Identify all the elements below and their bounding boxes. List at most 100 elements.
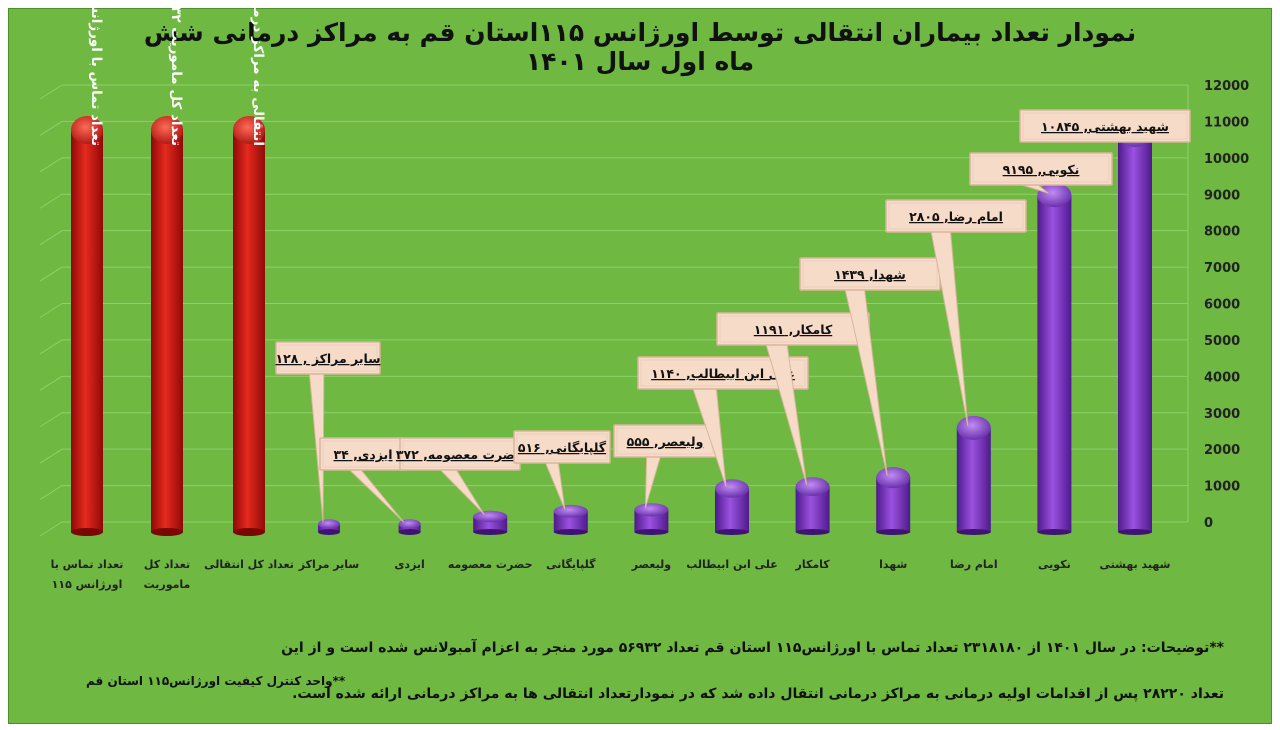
bar-cap — [715, 479, 749, 498]
callout-pointer — [930, 229, 969, 426]
bar-base — [151, 528, 183, 536]
x-tick-label: ماموریت — [144, 578, 191, 591]
bar-summary — [151, 130, 183, 532]
gridline-perspective — [39, 485, 63, 501]
gridline-perspective — [39, 339, 63, 355]
bar-base — [715, 529, 749, 535]
gridline-perspective — [39, 84, 63, 100]
bar-text: انتقالی به مراکز درمانی ۲۸۲۲۰ — [250, 0, 266, 146]
bar-cap — [634, 503, 669, 517]
callout-label: شهید بهشتی, ۱۰۸۴۵ — [1041, 119, 1169, 134]
x-tick-label: شهدا — [879, 558, 907, 571]
bar-cap — [1037, 183, 1072, 208]
x-tick-label: امام رضا — [950, 558, 998, 571]
y-tick-label: 5000 — [1204, 334, 1240, 349]
y-tick-label: 10000 — [1204, 152, 1249, 167]
y-tick-label: 3000 — [1204, 407, 1240, 422]
callout-pointer — [844, 287, 888, 476]
gridline-perspective — [39, 521, 63, 537]
callout-pointer — [644, 454, 662, 508]
callout-label: سایر مراکز , ۱۲۸ — [276, 351, 381, 366]
gridline-perspective — [39, 448, 63, 464]
gridline-perspective — [39, 193, 63, 209]
bar-cap — [233, 116, 265, 144]
gridline-perspective — [39, 412, 63, 428]
x-tick-label: تعداد تماس با — [51, 558, 124, 571]
x-tick-label: کامکار — [794, 558, 830, 571]
x-tick-label: علی ابن ابیطالب — [686, 558, 778, 571]
y-tick-label: 2000 — [1204, 443, 1240, 458]
y-tick-label: 0 — [1204, 516, 1213, 531]
y-tick-label: 8000 — [1204, 225, 1240, 240]
callout-inner — [888, 202, 1024, 230]
callout-inner — [1022, 112, 1188, 140]
bar-base — [795, 529, 830, 535]
callout-label: ایزدی, ۳۴ — [334, 447, 393, 462]
y-tick-label: 9000 — [1204, 188, 1240, 203]
note-line-1: **توضیحات: در سال ۱۴۰۱ از ۲۳۱۸۱۸۰ تعداد … — [281, 640, 1224, 656]
gridline-perspective — [39, 266, 63, 282]
bar-text: تعداد کل ماموریت ۵۶۹۳۲ — [168, 0, 184, 146]
bars: تعداد تماس با اورژانس ۲۳۱۸۱۸ تعداد کل مام… — [71, 0, 1152, 536]
y-axis: 0 1000 2000 3000 4000 5000 6000 7000 8000 9000 100… — [1187, 79, 1249, 531]
bar-summary — [71, 130, 103, 532]
bar-center — [1118, 135, 1152, 532]
bar-base — [1118, 529, 1152, 535]
callout-label: حضرت معصومه, ۳۷۲ — [396, 447, 524, 462]
callout-inner — [278, 344, 378, 372]
x-tick-label: نکویی — [1038, 558, 1071, 571]
bar-cap — [795, 477, 830, 497]
callout-label: علی ابن ابیطالب, ۱۱۴۰ — [651, 366, 795, 381]
callout-label: امام رضا, ۲۸۰۵ — [909, 209, 1003, 225]
x-tick-label: تعداد کل انتقالی — [204, 558, 294, 571]
bar-base — [318, 529, 340, 535]
bar-text: تعداد تماس با اورژانس ۲۳۱۸۱۸ — [88, 0, 104, 146]
bar-base — [1037, 529, 1072, 535]
gridline-perspective — [39, 375, 63, 391]
x-tick-label: اورژانس ۱۱۵ — [52, 578, 123, 591]
callouts: سایر مراکز , ۱۲۸ ایزدی, ۳۴ حضرت معصومه, ۳۷… — [275, 109, 1191, 523]
x-tick-label: تعداد کل — [144, 558, 190, 571]
bar-base — [634, 529, 669, 535]
bar-cap — [956, 415, 991, 440]
bar-base — [71, 528, 103, 536]
callout-pointer — [437, 467, 485, 515]
bar-cap — [318, 519, 340, 529]
bar-base — [553, 529, 588, 535]
chart-title: نمودار تعداد بیماران انتقالی توسط اورژان… — [143, 18, 1137, 76]
callout-label: نکویی, ۹۱۹۵ — [1003, 162, 1080, 177]
callout-label: گلپایگانی, ۵۱۶ — [518, 440, 607, 455]
bar-cap — [71, 116, 103, 144]
bar-cap — [876, 467, 911, 489]
callout-inner — [640, 359, 806, 387]
bar-base — [956, 529, 991, 535]
y-tick-label: 1000 — [1204, 480, 1240, 495]
bar-cap — [151, 116, 183, 144]
y-tick-label: 7000 — [1204, 261, 1240, 276]
callout-label: شهدا, ۱۴۳۹ — [834, 267, 906, 282]
y-tick-label: 11000 — [1204, 115, 1249, 130]
gridline-perspective — [39, 230, 63, 246]
bar-base — [473, 529, 508, 535]
bar-base — [233, 528, 265, 536]
gridline-perspective — [39, 303, 63, 318]
bar-base — [398, 529, 421, 535]
notes-section: **توضیحات: در سال ۱۴۰۱ از ۲۳۱۸۱۸۰ تعداد … — [0, 636, 1262, 726]
x-axis-labels: تعداد تماس با اورژانس ۱۱۵ تعداد کل ماموریت ت… — [51, 558, 1171, 591]
signature-text: **واحد کنترل کیفیت اورژانس۱۱۵ استان قم — [86, 674, 346, 688]
bar-summary — [233, 130, 265, 532]
bar-center — [1037, 195, 1072, 532]
x-tick-label: ایزدی — [394, 558, 424, 571]
y-tick-label: 6000 — [1204, 298, 1240, 313]
y-tick-label: 4000 — [1204, 370, 1240, 385]
callout-inner — [972, 155, 1110, 183]
x-tick-label: ولیعصر — [631, 558, 672, 571]
bar-center — [956, 427, 991, 532]
callout-inner — [802, 260, 938, 288]
x-tick-label: سایر مراکز — [298, 558, 359, 571]
callout-box — [637, 356, 809, 390]
callout-pointer — [346, 467, 404, 523]
bar-base — [876, 529, 911, 535]
